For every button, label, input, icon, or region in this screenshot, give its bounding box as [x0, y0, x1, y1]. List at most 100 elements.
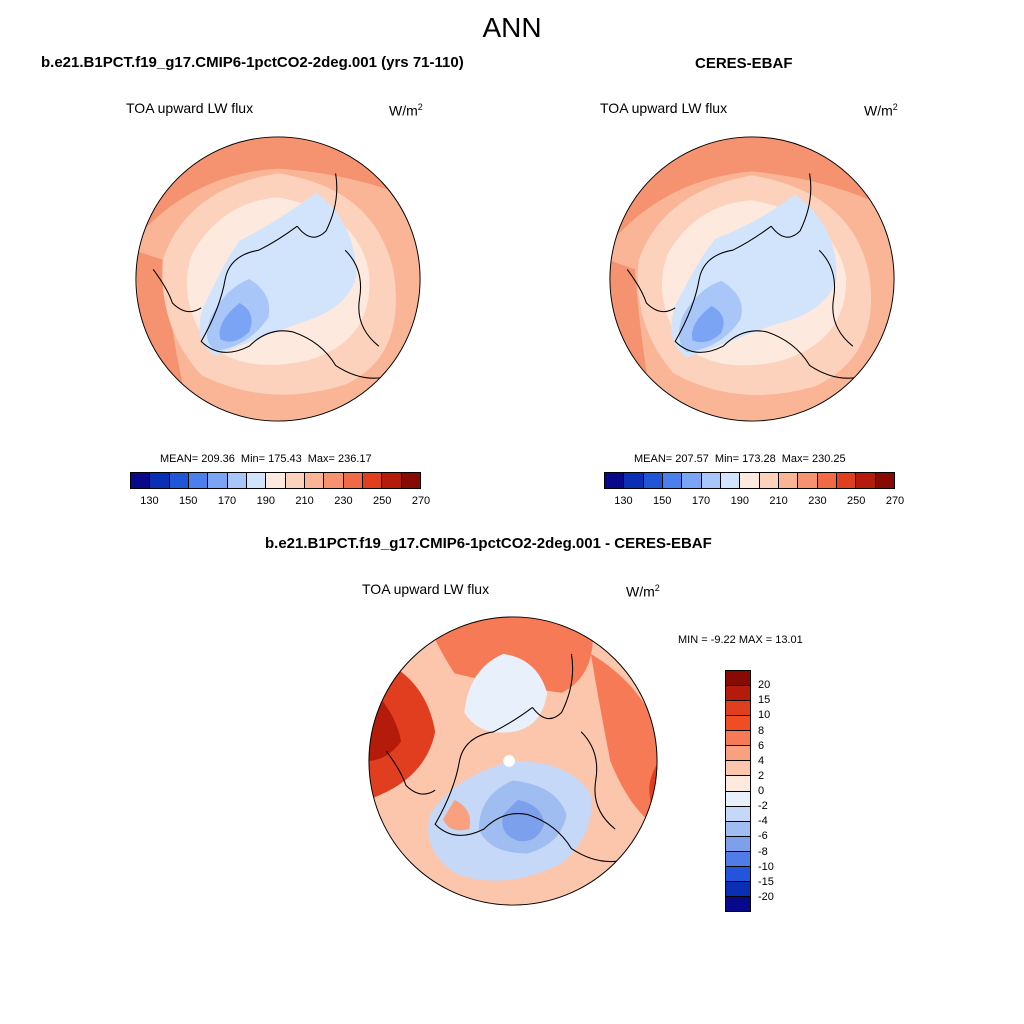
diff-level-neg6-neg8	[502, 799, 545, 842]
diff-variable-label: TOA upward LW flux	[362, 581, 490, 597]
colorbar-tick-label: 6	[758, 739, 765, 752]
model-map-svg	[135, 136, 421, 422]
colorbar-tick-label: 270	[411, 495, 431, 507]
colorbar-swatch	[401, 473, 420, 488]
model-panel-title: b.e21.B1PCT.f19_g17.CMIP6-1pctCO2-2deg.0…	[41, 54, 464, 71]
colorbar-tick-label: 210	[295, 495, 314, 507]
diff-level-0-neg2	[464, 653, 548, 733]
colorbar-tick-label: -15	[758, 875, 774, 888]
colorbar-swatch	[362, 473, 383, 488]
colorbar-swatch	[875, 473, 894, 488]
colorbar-swatch	[726, 896, 750, 911]
coastlines	[152, 173, 394, 379]
obs-variable-label: TOA upward LW flux	[600, 100, 728, 116]
colorbar-swatch	[726, 746, 750, 762]
diff-colorbar	[725, 670, 751, 912]
colorbar-swatch	[701, 473, 721, 488]
field-level-180	[691, 305, 724, 343]
colorbar-swatch	[726, 836, 750, 852]
colorbar-swatch	[720, 473, 741, 488]
colorbar-tick-label: 250	[847, 495, 866, 507]
obs-map-svg	[609, 136, 895, 422]
colorbar-tick-label: 0	[758, 785, 765, 797]
colorbar-tick-label: -4	[758, 815, 768, 828]
map-border	[368, 616, 658, 906]
colorbar-swatch	[285, 473, 305, 488]
model-variable-label: TOA upward LW flux	[126, 100, 254, 116]
diff-map-svg	[368, 616, 658, 906]
colorbar-swatch	[798, 473, 818, 488]
colorbar-swatch	[304, 473, 325, 488]
colorbar-tick-label: 20	[758, 679, 771, 692]
field-level-180	[219, 303, 252, 342]
colorbar-tick-label: -8	[758, 845, 768, 858]
diff-level-4-6-top	[425, 616, 593, 693]
colorbar-swatch	[836, 473, 857, 488]
colorbar-swatch	[726, 776, 750, 792]
colorbar-tick-label: -20	[758, 890, 774, 903]
colorbar-swatch	[726, 791, 750, 807]
colorbar-tick-label: 10	[758, 709, 771, 722]
colorbar-swatch	[643, 473, 663, 488]
colorbar-tick-label: 230	[334, 495, 353, 507]
pole-hole	[503, 755, 515, 767]
diff-level-4-6-right	[590, 653, 658, 830]
map-border	[135, 136, 421, 422]
colorbar-swatch	[726, 881, 750, 897]
colorbar-swatch	[726, 686, 750, 702]
colorbar-tick-label: 250	[373, 495, 392, 507]
model-stats: MEAN= 209.36 Min= 175.43 Max= 236.17	[160, 453, 372, 465]
colorbar-tick-label: 150	[653, 495, 672, 507]
colorbar-swatch	[726, 866, 750, 882]
page-title: ANN	[482, 12, 542, 43]
obs-stats: MEAN= 207.57 Min= 173.28 Max= 230.25	[634, 453, 846, 465]
colorbar-swatch	[726, 671, 750, 687]
colorbar-tick-label: 230	[808, 495, 827, 507]
colorbar-tick-label: 170	[217, 495, 237, 507]
obs-colorbar-labels: 130 150 170 190 210 230 250 270	[604, 495, 904, 509]
colorbar-tick-label: 170	[691, 495, 711, 507]
colorbar-swatch	[817, 473, 837, 488]
obs-colorbar	[604, 472, 895, 489]
colorbar-tick-label: 8	[758, 724, 765, 737]
colorbar-tick-label: -2	[758, 800, 768, 813]
colorbar-swatch	[778, 473, 799, 488]
colorbar-swatch	[246, 473, 267, 488]
diff-minmax: MIN = -9.22 MAX = 13.01	[678, 634, 803, 646]
colorbar-swatch	[188, 473, 209, 488]
model-colorbar-labels: 130 150 170 190 210 230 250 270	[130, 495, 430, 509]
model-polar-map	[134, 135, 422, 423]
colorbar-swatch	[624, 473, 644, 488]
colorbar-tick-label: 150	[179, 495, 198, 507]
colorbar-swatch	[662, 473, 683, 488]
colorbar-tick-label: -10	[758, 860, 774, 873]
colorbar-swatch	[856, 473, 876, 488]
colorbar-tick-label: 130	[140, 495, 159, 507]
colorbar-swatch	[682, 473, 702, 488]
colorbar-tick-label: 190	[256, 495, 275, 507]
colorbar-swatch	[227, 473, 247, 488]
diff-panel-title: b.e21.B1PCT.f19_g17.CMIP6-1pctCO2-2deg.0…	[265, 535, 712, 552]
colorbar-tick-label: 2	[758, 769, 765, 782]
colorbar-swatch	[150, 473, 170, 488]
map-border	[609, 136, 895, 422]
colorbar-swatch	[131, 473, 151, 488]
colorbar-swatch	[208, 473, 228, 488]
colorbar-tick-label: 210	[769, 495, 788, 507]
colorbar-swatch	[324, 473, 344, 488]
obs-panel-title: CERES-EBAF	[695, 55, 793, 72]
model-units-label: W/m2	[389, 102, 423, 119]
diff-units-label: W/m2	[626, 583, 660, 600]
colorbar-swatch	[605, 473, 625, 488]
diff-polar-map	[367, 615, 659, 907]
field-level-240-top	[135, 136, 421, 241]
colorbar-swatch	[726, 851, 750, 867]
colorbar-swatch	[382, 473, 402, 488]
colorbar-tick-label: 4	[758, 754, 765, 767]
colorbar-swatch	[740, 473, 760, 488]
colorbar-swatch	[726, 716, 750, 732]
model-colorbar	[130, 472, 421, 489]
colorbar-swatch	[726, 806, 750, 822]
coastlines	[626, 173, 868, 379]
diff-level-2-4-patch	[442, 799, 471, 831]
